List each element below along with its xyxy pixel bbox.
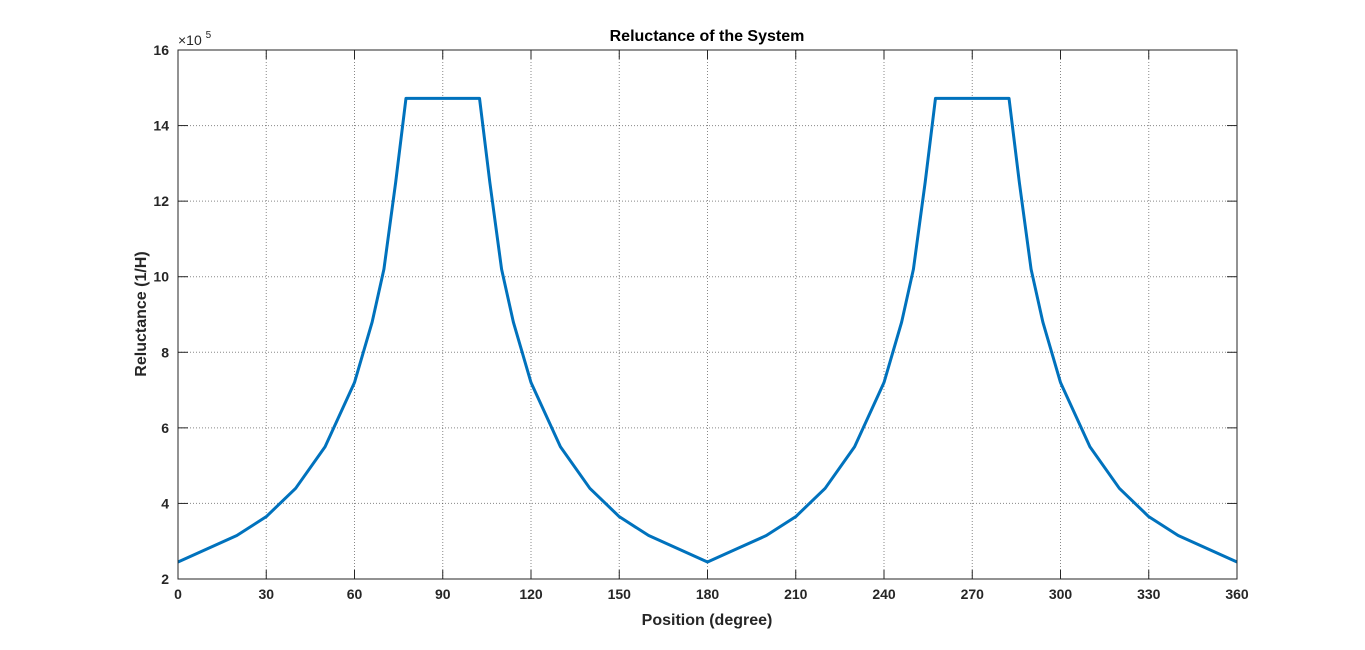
x-tick-labels: 0 30 60 90 120 150 180 210 240 270 300 330 360	[174, 586, 1249, 602]
x-tick-label: 150	[608, 586, 632, 602]
x-tick-label: 330	[1137, 586, 1161, 602]
x-tick-label: 180	[696, 586, 720, 602]
data-layer	[177, 96, 1238, 564]
y-tick-label: 6	[161, 420, 169, 436]
x-tick-label: 210	[784, 586, 808, 602]
x-tick-label: 270	[961, 586, 985, 602]
y-tick-label: 14	[153, 118, 169, 134]
x-tick-label: 120	[519, 586, 543, 602]
x-tick-label: 240	[872, 586, 896, 602]
y-axis-multiplier: ×10 5	[178, 30, 212, 48]
y-tick-label: 10	[153, 269, 169, 285]
y-axis-title: Reluctance (1/H)	[133, 251, 150, 376]
x-tick-label: 300	[1049, 586, 1073, 602]
x-tick-label: 360	[1225, 586, 1249, 602]
y-tick-label: 12	[153, 193, 169, 209]
tick-marks	[177, 49, 1238, 580]
reluctance-series-line	[177, 96, 1238, 564]
y-tick-label: 2	[161, 571, 169, 587]
y-multiplier-base: ×10	[178, 32, 202, 48]
grid-lines	[178, 50, 1237, 579]
x-tick-label: 90	[435, 586, 451, 602]
chart-title: Reluctance of the System	[610, 28, 805, 45]
y-tick-label: 4	[161, 495, 169, 511]
x-tick-label: 60	[347, 586, 363, 602]
y-tick-label: 16	[153, 42, 169, 58]
x-tick-label: 0	[174, 586, 182, 602]
y-multiplier-exponent: 5	[206, 30, 212, 41]
x-axis-title: Position (degree)	[642, 612, 773, 629]
y-tick-labels: 2 4 6 8 10 12 14 16	[153, 42, 169, 587]
y-tick-label: 8	[161, 344, 169, 360]
x-tick-label: 30	[258, 586, 274, 602]
